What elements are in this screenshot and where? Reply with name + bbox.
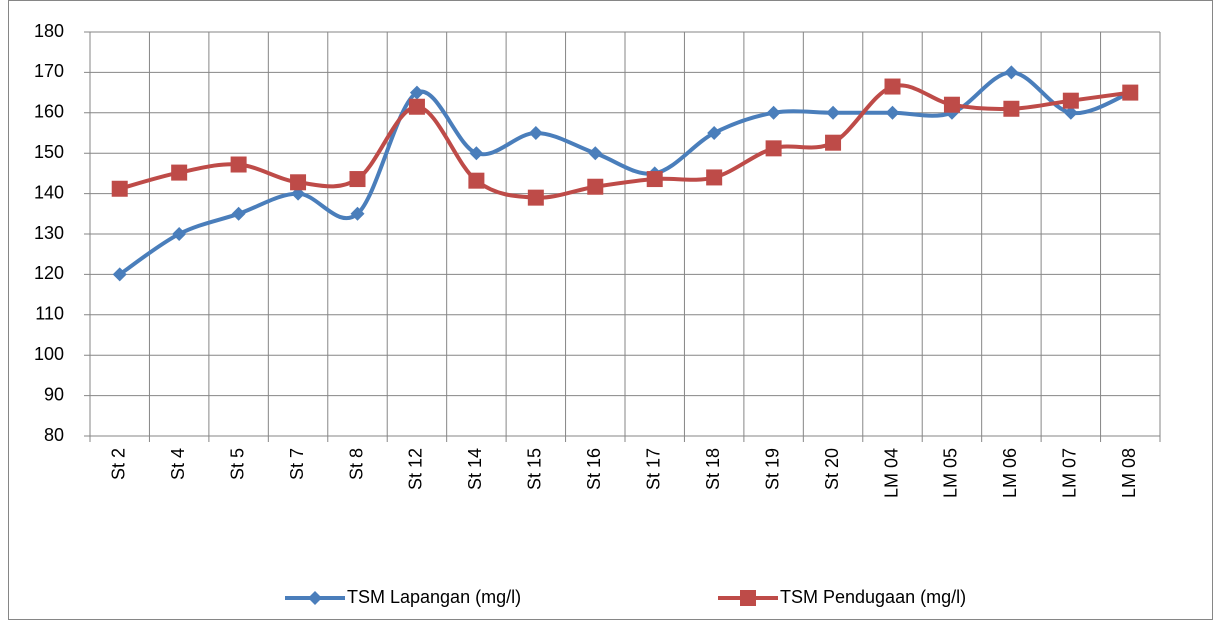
legend-label: TSM Lapangan (mg/l) (347, 587, 521, 607)
x-tick-label: St 19 (762, 448, 782, 490)
marker (646, 171, 663, 188)
marker (825, 134, 842, 151)
marker (1003, 100, 1020, 117)
marker (706, 169, 723, 186)
x-tick-label: St 20 (822, 448, 842, 490)
marker (408, 98, 425, 115)
marker (1062, 92, 1079, 109)
y-tick-label: 110 (35, 304, 64, 324)
y-tick-label: 170 (34, 61, 64, 81)
marker (885, 105, 900, 120)
marker (766, 105, 781, 120)
y-tick-label: 130 (34, 223, 64, 243)
x-tick-label: LM 04 (881, 448, 901, 498)
marker (350, 206, 365, 221)
x-tick-label: St 14 (465, 448, 485, 490)
x-tick-label: St 4 (168, 448, 188, 480)
marker (230, 156, 247, 173)
y-tick-label: 90 (44, 384, 64, 404)
marker (468, 172, 485, 189)
marker (172, 227, 187, 241)
marker (740, 590, 756, 606)
y-tick-label: 150 (34, 142, 64, 162)
marker (111, 180, 128, 197)
marker (112, 267, 127, 282)
marker (707, 126, 722, 140)
x-tick-label: St 5 (227, 448, 247, 480)
y-tick-label: 180 (34, 21, 64, 41)
y-tick-label: 100 (34, 344, 64, 364)
x-tick-label: LM 06 (1000, 448, 1020, 498)
x-tick-label: St 7 (287, 448, 307, 480)
x-tick-label: St 8 (346, 448, 366, 480)
marker (1063, 105, 1078, 120)
marker (409, 85, 424, 100)
x-tick-label: St 16 (584, 448, 604, 490)
marker (588, 146, 603, 161)
marker (1004, 65, 1019, 80)
x-tick-label: LM 07 (1060, 448, 1080, 498)
x-tick-label: St 17 (643, 448, 663, 490)
marker (469, 146, 484, 161)
marker (528, 126, 543, 140)
x-tick-label: St 15 (525, 448, 545, 490)
x-tick-label: St 18 (703, 448, 723, 490)
marker (943, 96, 960, 113)
x-tick-label: LM 05 (941, 448, 961, 498)
y-tick-label: 160 (34, 102, 64, 122)
y-tick-label: 120 (34, 263, 64, 283)
y-tick-label: 140 (34, 182, 64, 202)
marker (290, 174, 307, 191)
marker (1122, 84, 1139, 101)
marker (171, 164, 188, 181)
x-tick-label: LM 08 (1119, 448, 1139, 498)
marker (231, 206, 246, 221)
chart-frame (8, 0, 1213, 620)
marker (587, 178, 604, 195)
marker (884, 78, 901, 95)
marker (826, 105, 841, 120)
marker (308, 591, 322, 605)
marker (765, 140, 782, 157)
marker (349, 171, 366, 188)
marker (527, 189, 544, 206)
y-tick-label: 80 (44, 425, 64, 445)
legend-label: TSM Pendugaan (mg/l) (780, 587, 966, 607)
x-tick-label: St 2 (108, 448, 128, 480)
x-tick-label: St 12 (406, 448, 426, 490)
